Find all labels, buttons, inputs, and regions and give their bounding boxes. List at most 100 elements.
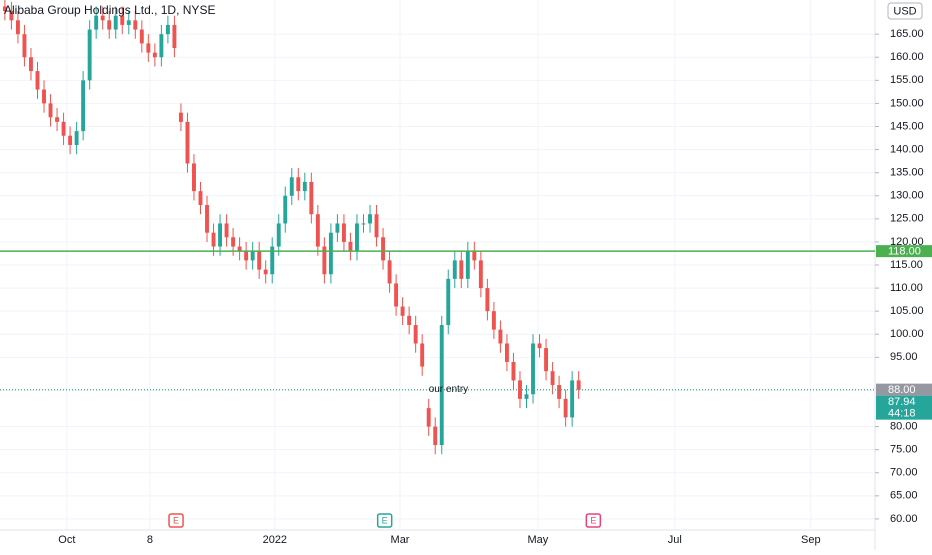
candle-body xyxy=(531,343,535,395)
candle-body xyxy=(42,89,46,104)
candle-body xyxy=(361,223,366,225)
y-tick-label: 70.00 xyxy=(890,467,918,479)
candle-body xyxy=(413,325,418,344)
currency[interactable]: USD xyxy=(893,5,916,17)
y-tick-label: 100.00 xyxy=(890,328,924,340)
x-tick-label: 8 xyxy=(147,534,153,546)
candle-body xyxy=(452,260,457,279)
candle-body xyxy=(159,34,164,58)
y-tick-label: 135.00 xyxy=(890,167,924,179)
candle-body xyxy=(465,251,470,279)
candle-body xyxy=(511,361,516,381)
price-level-label: 88.00 xyxy=(888,384,916,396)
candle-body xyxy=(524,394,529,399)
y-tick-label: 130.00 xyxy=(890,190,924,202)
candle-body xyxy=(100,15,105,21)
candle-body xyxy=(472,251,477,261)
candle-body xyxy=(485,288,490,312)
candle-body xyxy=(296,177,301,192)
candle-body xyxy=(394,283,399,307)
x-tick-label: Mar xyxy=(391,534,410,546)
candle-body xyxy=(48,103,53,118)
earnings-label: E xyxy=(382,515,388,525)
y-tick-label: 75.00 xyxy=(890,444,918,456)
candle-body xyxy=(407,315,412,326)
x-tick-label: Oct xyxy=(58,534,75,546)
candle-body xyxy=(576,380,581,390)
y-tick-label: 80.00 xyxy=(890,420,918,432)
candle-body xyxy=(9,11,14,21)
y-tick-label: 165.00 xyxy=(890,28,924,40)
candle-body xyxy=(387,260,392,284)
candle-body xyxy=(205,204,209,233)
x-tick-label: 2022 xyxy=(263,534,287,546)
candle-body xyxy=(348,241,353,252)
candle-body xyxy=(218,223,223,247)
y-tick-label: 110.00 xyxy=(890,282,923,294)
candle-body xyxy=(276,223,281,247)
candle-body xyxy=(570,380,575,418)
candle-body xyxy=(550,371,555,386)
candle-body xyxy=(446,278,451,326)
candle-body xyxy=(224,223,229,238)
candle-body xyxy=(94,15,99,30)
countdown: 44:18 xyxy=(888,408,916,420)
earnings-marker xyxy=(376,513,393,528)
y-tick-label: 115.00 xyxy=(890,259,923,271)
y-tick-label: 105.00 xyxy=(890,305,924,317)
candle-body xyxy=(198,191,203,205)
candle-body xyxy=(192,163,196,192)
candle-body xyxy=(68,135,73,145)
candle-body xyxy=(368,214,372,224)
candle-body xyxy=(113,15,118,30)
candle-body xyxy=(544,348,549,372)
candle-body xyxy=(498,329,503,344)
candle-body xyxy=(322,246,327,275)
candle-body xyxy=(87,29,92,81)
chart-title: Alibaba Group Holdings Ltd., 1D, NYSE xyxy=(4,3,215,17)
candle-body xyxy=(309,181,314,215)
candle-body xyxy=(263,269,268,275)
y-tick-label: 95.00 xyxy=(890,351,918,363)
candle-body xyxy=(420,343,425,367)
candle-body xyxy=(478,260,483,289)
y-tick-label: 65.00 xyxy=(890,490,918,502)
candle-body xyxy=(400,306,405,316)
candle-body xyxy=(74,131,79,145)
y-tick-label: 140.00 xyxy=(890,143,924,155)
y-tick-label: 60.00 xyxy=(890,513,918,525)
candle-body xyxy=(126,20,131,25)
y-tick-label: 145.00 xyxy=(890,120,924,132)
candle-body xyxy=(504,343,509,362)
currency-box[interactable] xyxy=(887,2,923,20)
candle-body xyxy=(107,20,112,30)
candle-body xyxy=(557,385,562,399)
candle-body xyxy=(55,117,60,122)
candle-body xyxy=(302,181,307,192)
candle-body xyxy=(426,408,431,427)
candle-body xyxy=(250,251,255,261)
candle-body xyxy=(537,343,542,349)
candle-body xyxy=(29,57,33,72)
price-level-tag xyxy=(876,383,932,396)
candle-body xyxy=(289,177,294,196)
candle-body xyxy=(563,398,568,418)
candle-body xyxy=(433,426,438,446)
candle-body xyxy=(146,43,151,53)
candle-body xyxy=(374,214,379,238)
x-tick-label: May xyxy=(528,534,549,546)
candle-body xyxy=(172,24,177,49)
candle-body xyxy=(211,232,216,247)
price-level-label: 118.00 xyxy=(888,246,921,258)
price-level-label: 87.94 xyxy=(888,396,916,408)
y-tick-label: 160.00 xyxy=(890,51,924,63)
candle-body xyxy=(22,34,27,58)
candle-body xyxy=(237,246,242,252)
earnings-marker xyxy=(585,513,602,528)
candle-body xyxy=(283,195,288,224)
candle-body xyxy=(35,71,40,90)
candle-body xyxy=(165,24,170,35)
annotation: our entry xyxy=(429,384,468,395)
y-tick-label: 125.00 xyxy=(890,213,924,225)
